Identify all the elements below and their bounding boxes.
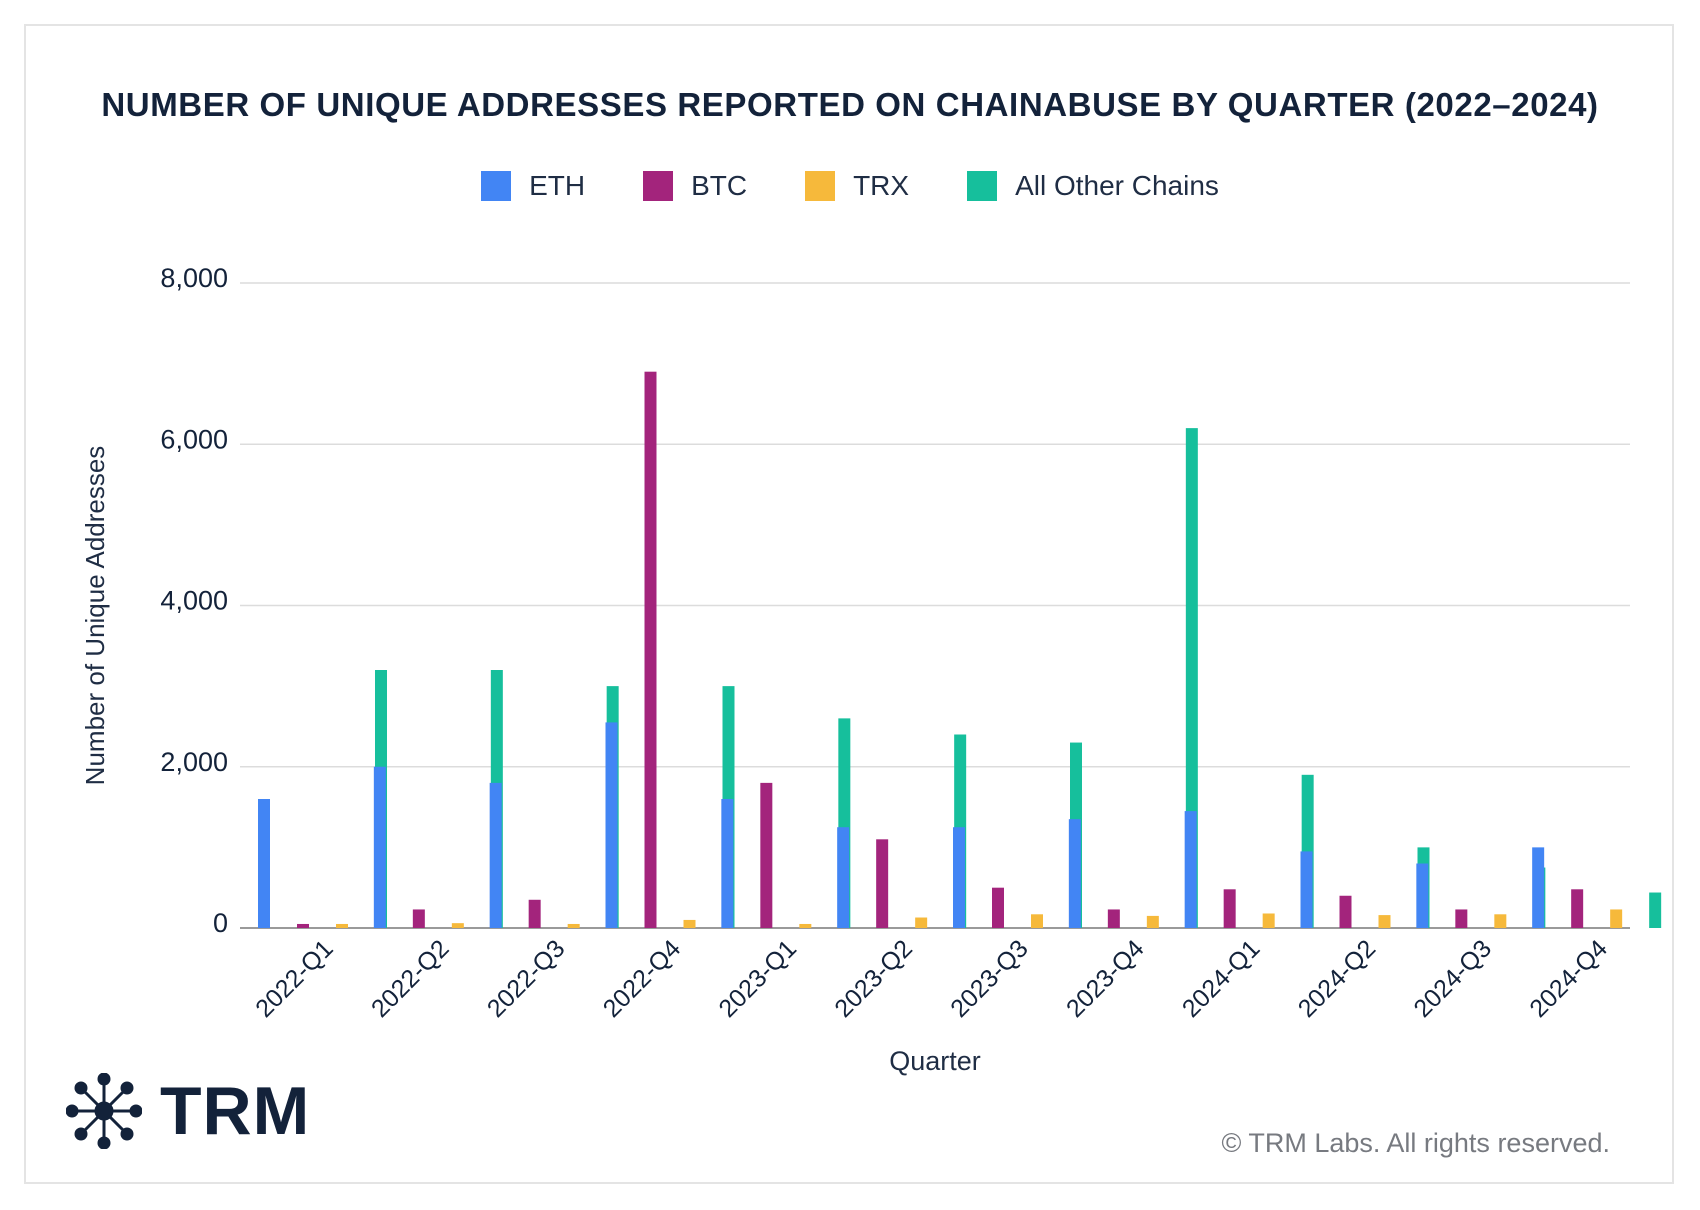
trm-logo-text: TRM [160,1073,311,1149]
x-tick-label: 2023-Q4 [1061,934,1150,1023]
bar-trx [1262,913,1275,928]
bar-eth [1068,819,1081,928]
bar-btc [1107,909,1120,928]
x-tick-label: 2023-Q2 [829,934,918,1023]
legend: ETH BTC TRX All Other Chains [0,170,1700,202]
chart-title: NUMBER OF UNIQUE ADDRESSES REPORTED ON C… [101,86,1599,123]
x-tick-label: 2022-Q1 [250,934,339,1023]
x-tick-label: 2022-Q3 [482,934,571,1023]
bar-eth [1184,811,1197,928]
y-tick-label: 0 [213,908,228,938]
x-tick-label: 2024-Q2 [1293,934,1382,1023]
chart-frame [24,24,1674,1184]
bar-all-other-chains [1185,428,1198,928]
y-axis-label: Number of Unique Addresses [80,446,110,786]
y-tick-label: 8,000 [160,263,228,293]
bar-all-other-chains [1649,892,1662,928]
bar-eth [837,827,850,928]
y-tick-label: 6,000 [160,424,228,454]
bar-trx [1031,914,1043,928]
bar-trx [915,917,928,928]
bar-trx [567,923,580,928]
legend-item-btc: BTC [643,170,747,202]
bar-trx [336,923,348,928]
bar-btc [1571,889,1584,928]
x-tick-label: 2022-Q4 [598,934,687,1023]
bar-btc [528,899,541,928]
legend-swatch-other [967,171,998,201]
legend-swatch-trx [805,171,836,201]
bar-btc [1339,895,1352,928]
bar-trx [1146,915,1159,928]
bar-eth [605,722,618,928]
x-tick-label: 2024-Q3 [1408,934,1497,1023]
x-tick-label: 2023-Q3 [945,934,1034,1023]
legend-item-other: All Other Chains [967,170,1219,202]
legend-label-trx: TRX [853,170,910,201]
legend-swatch-btc [643,171,674,201]
bar-btc [760,782,773,928]
bar-eth [721,799,734,928]
x-axis-label: Quarter [889,1046,981,1076]
bar-btc [1223,889,1236,928]
y-tick-label: 4,000 [160,586,228,616]
bar-btc [412,909,425,928]
bar-trx [1610,909,1623,928]
x-tick-label: 2024-Q4 [1524,934,1613,1023]
bar-trx [1378,915,1391,928]
legend-label-other: All Other Chains [1015,170,1219,201]
bar-btc [297,923,309,928]
bar-trx [799,923,812,928]
legend-label-eth: ETH [529,170,586,201]
bar-btc [644,371,657,928]
copyright-notice: © TRM Labs. All rights reserved. [1221,1128,1610,1158]
bar-eth [1300,851,1313,928]
bar-trx [1494,914,1507,928]
trm-logo-icon [66,1073,142,1149]
bar-eth [258,799,270,928]
y-tick-label: 2,000 [160,747,228,777]
trm-logo: TRM [66,1072,310,1150]
bar-chart: 0 2,000 4,000 6,000 8,000 Number of Unique Ad… [80,263,1662,1076]
bar-eth [373,766,386,928]
bar-btc [1455,909,1468,928]
bar-eth [953,827,965,928]
x-tick-label: 2024-Q1 [1177,934,1266,1023]
bar-trx [683,919,696,928]
legend-label-btc: BTC [691,170,748,201]
bar-eth [489,782,502,928]
x-tick-label: 2023-Q1 [713,934,802,1023]
bar-btc [876,839,889,928]
legend-item-eth: ETH [481,170,585,202]
bar-btc [992,887,1004,928]
bar-eth [1532,847,1545,928]
legend-item-trx: TRX [805,170,909,202]
x-tick-label: 2022-Q2 [366,934,455,1023]
bar-eth [1416,863,1429,928]
bar-trx [451,923,464,928]
legend-swatch-eth [481,171,512,201]
